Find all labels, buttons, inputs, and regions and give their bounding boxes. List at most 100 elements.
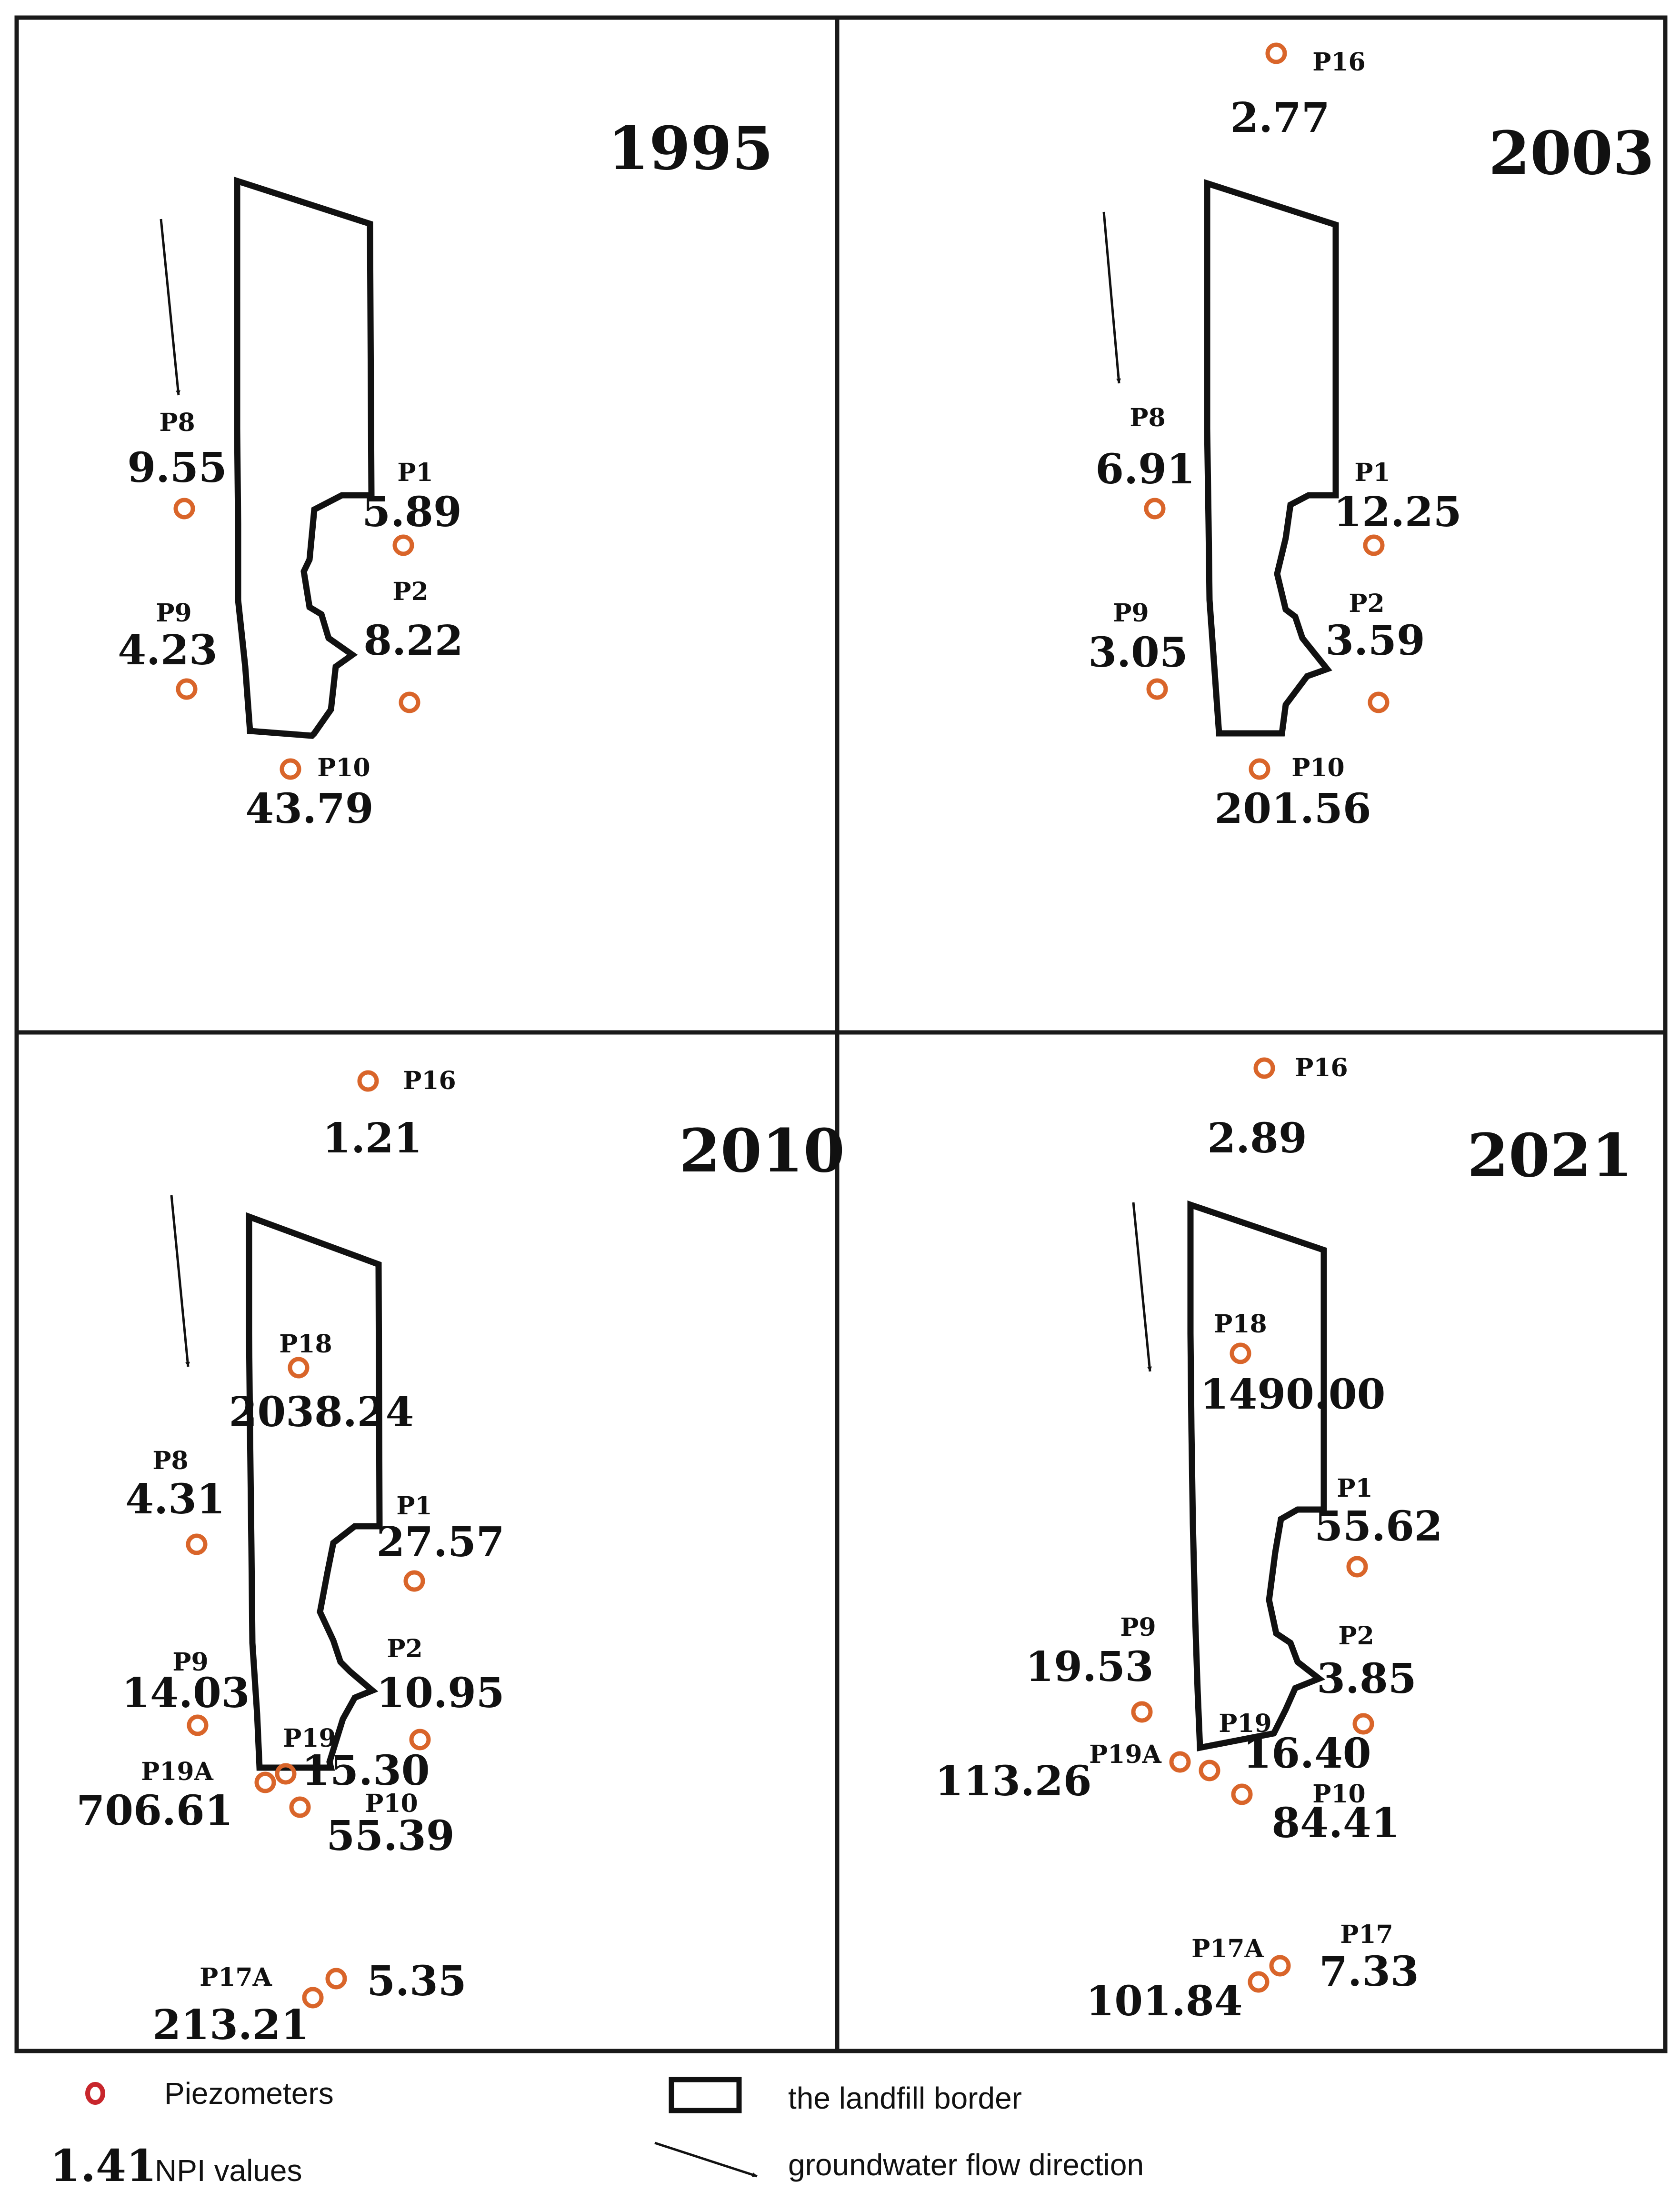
legend: Piezometers 1.41 NPI values the landfill… bbox=[50, 2076, 1144, 2191]
flow-arrow bbox=[160, 219, 180, 396]
piezometer-p19a bbox=[1169, 1751, 1191, 1773]
flow-arrow bbox=[1102, 211, 1121, 384]
piezometer-id-p16: P16 bbox=[1295, 1053, 1348, 1082]
piezometer-id-p18: P18 bbox=[279, 1330, 332, 1359]
landfill-border bbox=[234, 177, 375, 739]
npi-value-p9: 19.53 bbox=[1025, 1643, 1153, 1691]
npi-value-p9: 4.23 bbox=[118, 626, 217, 674]
npi-value-p1: 55.62 bbox=[1314, 1502, 1442, 1551]
piezometer-p1 bbox=[1363, 534, 1385, 556]
piezometer-id-p18: P18 bbox=[1214, 1310, 1267, 1339]
piezometer-p2 bbox=[399, 691, 420, 713]
piezometer-p19 bbox=[1199, 1760, 1220, 1781]
legend-flow-label: groundwater flow direction bbox=[788, 2148, 1144, 2182]
landfill-border bbox=[246, 1212, 383, 1771]
piezometer-id-p8: P8 bbox=[1130, 403, 1165, 432]
piezometer-id-p17a: P17A bbox=[1191, 1934, 1264, 1963]
npi-value-p19a: 706.61 bbox=[76, 1787, 233, 1835]
piezometer-p9 bbox=[187, 1714, 209, 1736]
piezometer-id-p19: P19 bbox=[283, 1724, 336, 1753]
year-label: 2003 bbox=[1489, 119, 1654, 188]
piezometer-p17a bbox=[1248, 1971, 1270, 1993]
panel-2021: 2021 P16 2.89 P18 1490.00 P1 55.62 P9 19… bbox=[935, 1053, 1633, 2025]
legend-piezometer-symbol bbox=[85, 2082, 105, 2105]
piezometer-id-p2: P2 bbox=[387, 1634, 422, 1663]
npi-value-p19: 15.30 bbox=[301, 1747, 430, 1795]
npi-value-p2: 10.95 bbox=[376, 1669, 504, 1717]
npi-value-p9: 14.03 bbox=[121, 1669, 250, 1717]
piezometer-p8 bbox=[186, 1533, 208, 1555]
piezometer-id-p10: P10 bbox=[317, 753, 370, 782]
panel-grid bbox=[14, 15, 1668, 2053]
flow-arrow bbox=[1132, 1202, 1152, 1372]
piezometer-p19a bbox=[254, 1771, 276, 1793]
piezometer-p18 bbox=[288, 1357, 310, 1379]
npi-value-p19: 16.40 bbox=[1243, 1730, 1371, 1778]
piezometer-p2 bbox=[1352, 1713, 1374, 1735]
piezometer-id-p1: P1 bbox=[396, 1491, 432, 1521]
piezometer-id-p17: P17 bbox=[1340, 1920, 1393, 1949]
piezometer-p17a bbox=[302, 1987, 324, 2009]
npi-value-p2: 8.22 bbox=[363, 617, 463, 665]
piezometer-id-p16: P16 bbox=[403, 1066, 456, 1095]
piezometer-p10 bbox=[1231, 1783, 1253, 1805]
piezometer-p10 bbox=[289, 1796, 311, 1818]
piezometer-p9 bbox=[1131, 1701, 1153, 1723]
piezometer-p1 bbox=[403, 1570, 425, 1592]
year-label: 1995 bbox=[608, 114, 773, 183]
piezometer-p16 bbox=[1253, 1057, 1275, 1079]
piezometer-id-p10: P10 bbox=[1291, 753, 1344, 782]
piezometer-id-p17a: P17A bbox=[200, 1963, 272, 1992]
piezometer-p2 bbox=[409, 1729, 431, 1751]
landfill-border bbox=[1204, 179, 1339, 737]
npi-value-p1: 5.89 bbox=[362, 488, 461, 536]
npi-value-p9: 3.05 bbox=[1088, 629, 1188, 677]
legend-npi-label: NPI values bbox=[155, 2153, 302, 2188]
panel-2003: 2003 P16 2.77 P8 6.91 P1 12.25 P9 3.05 P… bbox=[1088, 42, 1654, 833]
piezometer-p17 bbox=[1269, 1955, 1291, 1977]
piezometer-p16 bbox=[1265, 42, 1287, 64]
piezometer-p18 bbox=[1230, 1342, 1251, 1364]
piezometer-id-p9: P9 bbox=[1120, 1613, 1156, 1642]
legend-flow-arrow bbox=[654, 2141, 758, 2178]
piezometer-id-p10: P10 bbox=[365, 1789, 418, 1818]
piezometer-id-p8: P8 bbox=[152, 1446, 188, 1475]
piezometer-id-p2: P2 bbox=[1349, 589, 1384, 618]
npi-value-p18: 1490.00 bbox=[1200, 1371, 1386, 1419]
piezometer-id-p16: P16 bbox=[1312, 48, 1365, 77]
npi-value-p10: 201.56 bbox=[1214, 785, 1371, 833]
piezometer-p8 bbox=[173, 498, 195, 520]
npi-value-p17: 7.33 bbox=[1319, 1948, 1419, 1996]
npi-value-p10: 43.79 bbox=[245, 785, 373, 833]
piezometer-id-p9: P9 bbox=[172, 1648, 208, 1677]
panel-2010: 2010 P16 1.21 P18 2038.24 P8 4.31 P1 27.… bbox=[76, 1066, 845, 2049]
npi-value-p1: 12.25 bbox=[1333, 488, 1461, 536]
npi-value-p1: 27.57 bbox=[376, 1518, 504, 1566]
legend-border-label: the landfill border bbox=[788, 2081, 1022, 2115]
npi-value-p2: 3.59 bbox=[1325, 617, 1425, 665]
npi-value-p8: 9.55 bbox=[127, 444, 227, 492]
year-label: 2010 bbox=[679, 1116, 845, 1186]
piezometer-id-p9: P9 bbox=[156, 599, 191, 628]
year-label: 2021 bbox=[1467, 1121, 1633, 1191]
piezometer-p2 bbox=[1368, 691, 1390, 713]
piezometer-id-p1: P1 bbox=[1354, 458, 1390, 487]
piezometer-id-p1: P1 bbox=[1337, 1474, 1372, 1503]
piezometer-p19 bbox=[275, 1763, 297, 1785]
legend-piezometers-label: Piezometers bbox=[164, 2076, 334, 2111]
npi-value-p17a: 101.84 bbox=[1086, 1977, 1242, 2025]
piezometer-p1 bbox=[1346, 1556, 1368, 1578]
piezometer-id-p8: P8 bbox=[159, 408, 195, 437]
npi-value-p2: 3.85 bbox=[1317, 1655, 1416, 1703]
landfill-border bbox=[1187, 1200, 1327, 1751]
panel-1995: 1995 P8 9.55 P1 5.89 P9 4.23 P2 8.22 P10… bbox=[118, 114, 773, 833]
piezometer-id-p2: P2 bbox=[392, 577, 428, 606]
npi-value-p8: 6.91 bbox=[1095, 445, 1195, 493]
npi-value-p10: 55.39 bbox=[326, 1812, 454, 1860]
npi-value-p19a: 113.26 bbox=[935, 1757, 1091, 1805]
piezometer-p16 bbox=[357, 1070, 379, 1092]
npi-value-p16: 2.89 bbox=[1207, 1114, 1307, 1162]
piezometer-id-p19a: P19A bbox=[141, 1757, 213, 1786]
piezometer-p1 bbox=[392, 534, 414, 556]
